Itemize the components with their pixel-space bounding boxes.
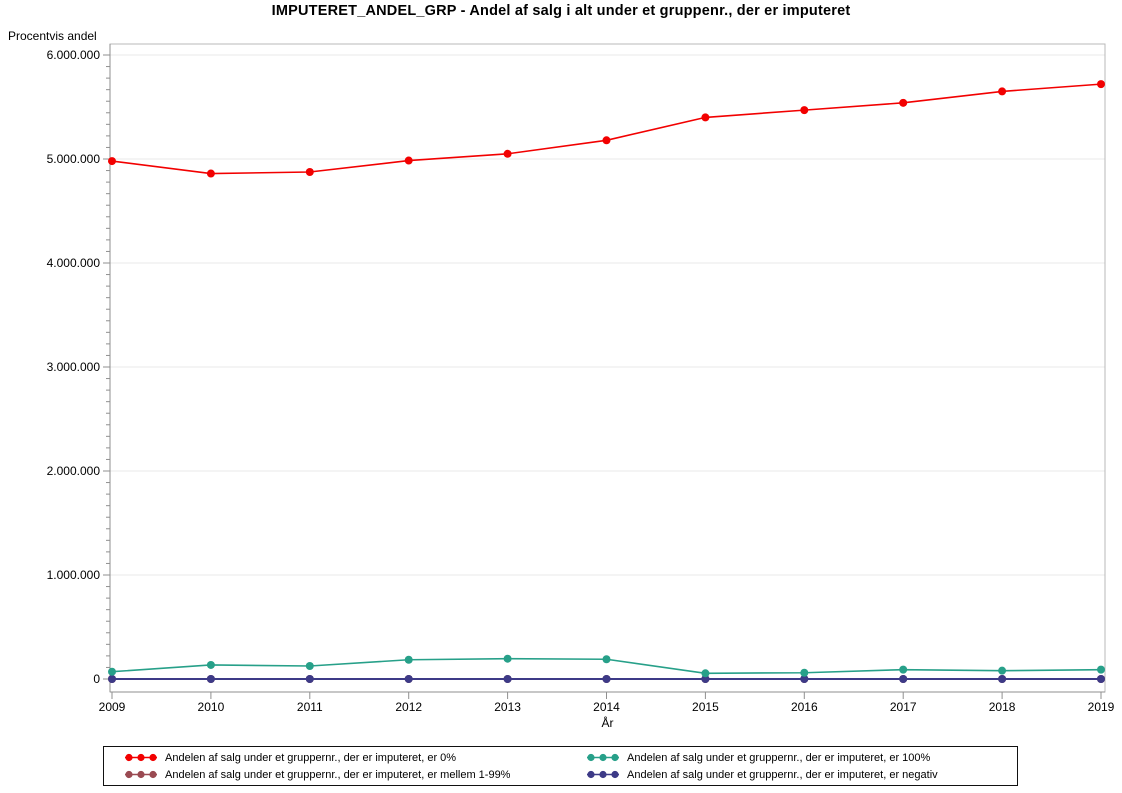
- legend-label: Andelen af salg under et gruppernr., der…: [165, 751, 457, 764]
- svg-text:2010: 2010: [198, 700, 225, 714]
- legend-item: Andelen af salg under et gruppernr., der…: [586, 750, 1017, 766]
- svg-text:2018: 2018: [989, 700, 1016, 714]
- series-marker-icon: [125, 753, 157, 762]
- svg-text:2017: 2017: [890, 700, 917, 714]
- svg-text:2016: 2016: [791, 700, 818, 714]
- svg-text:2011: 2011: [297, 700, 323, 714]
- svg-text:5.000.000: 5.000.000: [47, 152, 101, 166]
- svg-text:2013: 2013: [494, 700, 521, 714]
- svg-text:0: 0: [93, 672, 100, 686]
- svg-text:2019: 2019: [1088, 700, 1115, 714]
- legend-label: Andelen af salg under et gruppernr., der…: [627, 751, 931, 764]
- svg-text:6.000.000: 6.000.000: [47, 48, 101, 62]
- legend-item: Andelen af salg under et gruppernr., der…: [124, 750, 586, 766]
- chart-legend: Andelen af salg under et gruppernr., der…: [103, 746, 1018, 786]
- y-axis-title: Procentvis andel: [8, 29, 97, 43]
- chart-title: IMPUTERET_ANDEL_GRP - Andel af salg i al…: [271, 3, 851, 19]
- x-axis-title: År: [601, 716, 614, 730]
- series-marker-icon: [125, 770, 157, 779]
- legend-label: Andelen af salg under et gruppernr., der…: [165, 768, 511, 781]
- legend-item: Andelen af salg under et gruppernr., der…: [586, 767, 1017, 783]
- svg-text:2009: 2009: [99, 700, 126, 714]
- series-marker-icon: [587, 770, 619, 779]
- svg-text:2.000.000: 2.000.000: [47, 464, 101, 478]
- legend-item: Andelen af salg under et gruppernr., der…: [124, 767, 586, 783]
- series-marker-icon: [587, 753, 619, 762]
- svg-text:2012: 2012: [395, 700, 422, 714]
- svg-text:3.000.000: 3.000.000: [47, 360, 101, 374]
- svg-text:1.000.000: 1.000.000: [47, 568, 101, 582]
- legend-label: Andelen af salg under et gruppernr., der…: [627, 768, 938, 781]
- svg-text:2015: 2015: [692, 700, 719, 714]
- svg-text:4.000.000: 4.000.000: [47, 256, 101, 270]
- svg-text:2014: 2014: [593, 700, 620, 714]
